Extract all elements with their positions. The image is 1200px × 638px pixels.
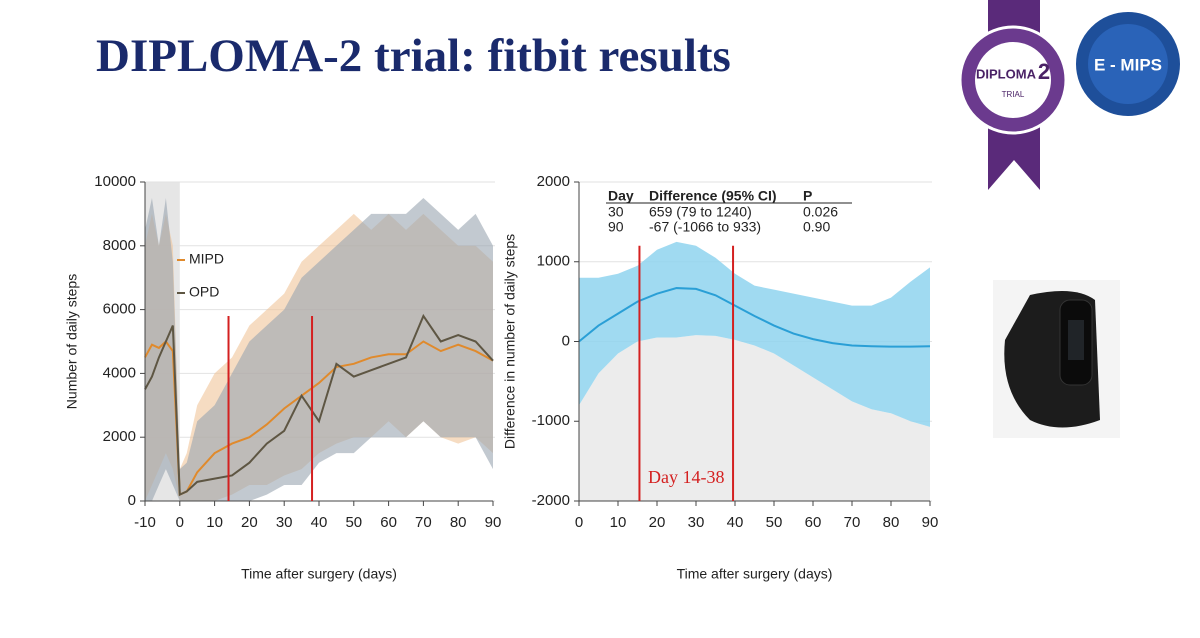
x-axis-label: Time after surgery (days)	[677, 566, 833, 582]
below-band-fill	[579, 335, 930, 501]
table-cell: -67 (-1066 to 933)	[649, 219, 761, 235]
table-header: Day	[608, 188, 634, 204]
x-tick-label: 40	[311, 514, 328, 531]
x-tick-label: 20	[649, 514, 666, 531]
x-tick-label: 70	[415, 514, 432, 531]
y-tick-label: 6000	[103, 301, 136, 318]
x-tick-label: 0	[575, 514, 583, 531]
y-tick-label: -1000	[532, 412, 570, 429]
table-header: P	[803, 188, 812, 204]
table-cell: 0.026	[803, 204, 838, 220]
logo-text: E - MIPS	[1094, 55, 1162, 74]
x-tick-label: 90	[485, 514, 502, 531]
y-tick-label: 2000	[103, 428, 136, 445]
x-tick-label: 70	[844, 514, 861, 531]
series-line	[578, 287, 931, 348]
legend-label: MIPD	[189, 251, 224, 267]
y-tick-label: 8000	[103, 237, 136, 254]
y-tick-label: -2000	[532, 492, 570, 509]
table-cell: 90	[608, 219, 624, 235]
y-tick-label: 10000	[94, 173, 136, 190]
x-axis-label: Time after surgery (days)	[241, 566, 397, 582]
table-cell: 659 (79 to 1240)	[649, 204, 752, 220]
x-tick-label: 60	[805, 514, 822, 531]
series-line	[144, 313, 494, 497]
x-tick-label: 20	[241, 514, 258, 531]
y-axis-label: Difference in number of daily steps	[502, 234, 518, 449]
slide-title: DIPLOMA-2 trial: fitbit results	[96, 30, 731, 82]
logo-text: DIPLOMA	[976, 66, 1037, 81]
table-header: Difference (95% CI)	[649, 188, 777, 204]
x-tick-label: 60	[380, 514, 397, 531]
legend-label: OPD	[189, 284, 219, 300]
x-tick-label: 80	[883, 514, 900, 531]
table-cell: 0.90	[803, 219, 830, 235]
logo-inner	[1088, 24, 1168, 104]
y-axis-label: Number of daily steps	[64, 274, 80, 409]
y-tick-label: 2000	[537, 173, 570, 190]
y-tick-label: 1000	[537, 253, 570, 270]
annotation: Day 14-38	[648, 467, 724, 487]
x-tick-label: 80	[450, 514, 467, 531]
x-tick-label: 30	[688, 514, 705, 531]
y-tick-label: 4000	[103, 364, 136, 381]
y-tick-label: 0	[562, 332, 570, 349]
table-cell: 30	[608, 204, 624, 220]
x-tick-label: 0	[176, 514, 184, 531]
logo-sub: TRIAL	[1002, 90, 1025, 99]
x-tick-label: 50	[766, 514, 783, 531]
x-tick-label: 90	[922, 514, 939, 531]
series-line	[144, 340, 494, 497]
x-tick-label: 10	[610, 514, 627, 531]
logo-number: 2	[1038, 59, 1050, 84]
x-tick-label: 50	[345, 514, 362, 531]
y-tick-label: 0	[128, 492, 136, 509]
x-tick-label: 40	[727, 514, 744, 531]
x-tick-label: 10	[206, 514, 223, 531]
x-tick-label: 30	[276, 514, 293, 531]
logo-inner	[975, 42, 1051, 118]
x-tick-label: -10	[134, 514, 156, 531]
fitbit-image	[993, 280, 1120, 438]
ci-band	[145, 197, 493, 501]
ci-band	[579, 241, 930, 427]
